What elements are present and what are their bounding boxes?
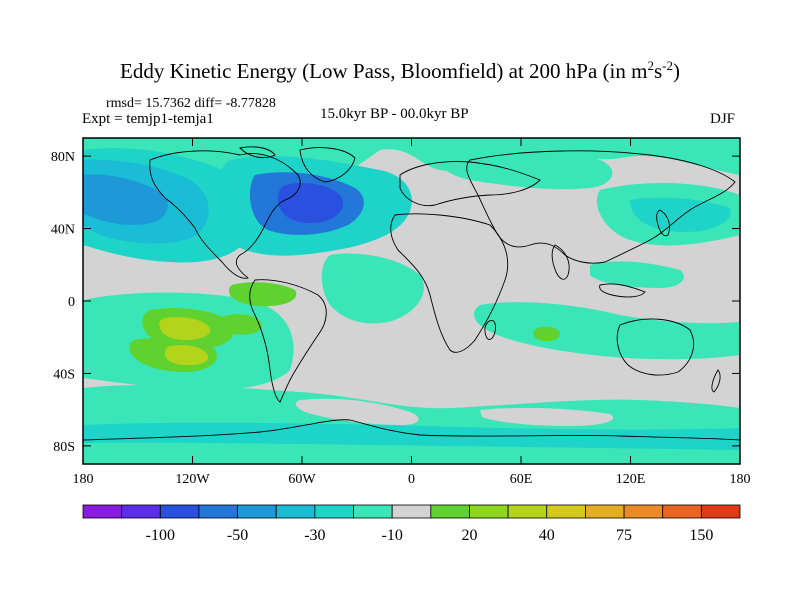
- coast-europe: [399, 161, 541, 207]
- contour-spac-yellowgreen: [159, 317, 211, 340]
- coastlines: [83, 146, 740, 441]
- coast-arctic-islands: [239, 146, 276, 159]
- x-tick-label: 0: [408, 472, 415, 487]
- colorbar-swatch: [662, 504, 702, 519]
- colorbar-swatch: [314, 504, 354, 519]
- colorbar: -100 -50 -30 -10 20 40 75 150: [82, 504, 741, 544]
- coast-se-asia-islands: [599, 283, 646, 298]
- y-tick-label: 40S: [53, 367, 75, 382]
- contour-antarctic-grey2: [480, 407, 614, 426]
- x-tick-label: 120E: [616, 472, 646, 487]
- coast-india: [551, 244, 570, 280]
- colorbar-swatch: [82, 504, 123, 519]
- contour-indian-green: [533, 326, 561, 342]
- contour-amazon-green: [228, 282, 297, 307]
- coast-japan: [656, 209, 671, 237]
- colorbar-label: 40: [539, 527, 555, 544]
- contour-eastasia-blue: [630, 197, 731, 232]
- coast-antarctica: [83, 419, 740, 441]
- colorbar-label: -10: [382, 527, 403, 544]
- coast-new-zealand: [711, 369, 721, 393]
- x-axis: 180 120W 60W 0 60E 120E 180: [73, 138, 751, 487]
- contour-natlantic-dark: [277, 183, 344, 224]
- colorbar-swatch: [237, 504, 277, 519]
- colorbar-swatch: [623, 504, 664, 519]
- colorbar-swatch: [546, 504, 586, 519]
- colorbar-swatch: [430, 504, 470, 519]
- contour-npacific-dark: [83, 174, 168, 225]
- colorbar-swatch: [507, 504, 548, 519]
- coast-greenland: [299, 147, 356, 183]
- colorbar-swatch: [353, 504, 393, 519]
- colorbar-label: -30: [304, 527, 325, 544]
- coast-madagascar: [484, 320, 496, 340]
- colorbar-swatch: [391, 504, 432, 519]
- season-label: DJF: [710, 111, 736, 127]
- colorbar-label: 150: [689, 527, 713, 544]
- experiment-label: Expt = temjp1-temja1: [82, 111, 214, 127]
- colorbar-label: -50: [227, 527, 248, 544]
- colorbar-label: -100: [146, 527, 175, 544]
- coast-south-america: [249, 279, 327, 403]
- contour-indian-cyan: [474, 302, 740, 360]
- coast-north-america: [149, 150, 301, 279]
- contour-eq-pacific-cyan: [590, 261, 684, 288]
- contour-southern-ocean-band: [83, 422, 740, 450]
- y-tick-label: 0: [68, 295, 75, 310]
- y-tick-label: 40N: [51, 223, 75, 238]
- contour-amazon-green2: [219, 314, 263, 335]
- x-tick-label: 180: [730, 472, 751, 487]
- coast-australia: [616, 318, 694, 376]
- map-field: [83, 138, 740, 464]
- colorbar-swatch: [275, 504, 316, 519]
- contour-eurasia-cyan: [436, 144, 613, 190]
- colorbar-swatch: [469, 504, 509, 519]
- period-subtitle: 15.0kyr BP - 00.0kyr BP: [320, 106, 469, 122]
- x-tick-label: 120W: [175, 472, 210, 487]
- contour-tropical-atlantic: [321, 253, 424, 324]
- colorbar-label: 20: [461, 527, 477, 544]
- coast-asia: [466, 150, 736, 264]
- colorbar-label: 75: [616, 527, 632, 544]
- chart-title: Eddy Kinetic Energy (Low Pass, Bloomfiel…: [120, 58, 680, 83]
- contour-spac-yellowgreen2: [164, 345, 209, 366]
- x-tick-label: 60E: [510, 472, 533, 487]
- contour-antarctic-grey: [295, 398, 419, 425]
- colorbar-swatch: [585, 504, 625, 519]
- y-tick-label: 80S: [53, 440, 75, 455]
- coast-africa: [390, 213, 509, 353]
- y-tick-label: 80N: [51, 150, 75, 165]
- rmsd-diff-stats: rmsd= 15.7362 diff= -8.77828: [106, 96, 276, 111]
- y-axis: 80N 40N 0 40S 80S: [51, 150, 740, 455]
- colorbar-swatch: [121, 504, 161, 519]
- colorbar-swatch: [700, 504, 741, 519]
- colorbar-swatch: [159, 504, 200, 519]
- x-tick-label: 180: [73, 472, 94, 487]
- colorbar-swatch: [198, 504, 238, 519]
- x-tick-label: 60W: [288, 472, 316, 487]
